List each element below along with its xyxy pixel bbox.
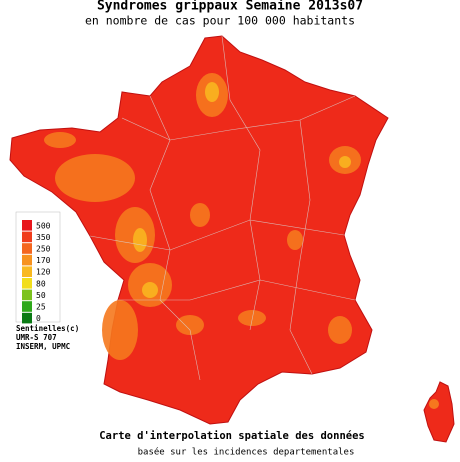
legend-label: 170 bbox=[36, 256, 51, 265]
caption-line: Carte d'interpolation spatiale des donné… bbox=[99, 430, 365, 442]
legend-label: 0 bbox=[36, 314, 41, 323]
legend-label: 50 bbox=[36, 291, 46, 300]
caption-line: basée sur les incidences departementales bbox=[138, 447, 355, 458]
legend-swatch bbox=[22, 289, 32, 301]
legend-swatch bbox=[22, 312, 32, 324]
incidence-zones bbox=[44, 73, 361, 360]
map-title: Syndromes grippaux Semaine 2013s07 bbox=[97, 0, 363, 14]
legend-swatch bbox=[22, 231, 32, 243]
legend-swatch bbox=[22, 243, 32, 254]
department-borders bbox=[89, 35, 356, 381]
legend-swatch bbox=[22, 266, 32, 277]
incidence-zones-light bbox=[133, 82, 351, 298]
corsica bbox=[423, 381, 455, 443]
legend-label: 500 bbox=[36, 221, 51, 230]
legend-swatch bbox=[22, 220, 32, 231]
credit-line: UMR-S 707 bbox=[16, 333, 57, 342]
legend-label: 120 bbox=[36, 268, 51, 277]
map-subtitle: en nombre de cas pour 100 000 habitants bbox=[85, 14, 355, 28]
legend-swatch bbox=[22, 278, 32, 289]
credit-line: INSERM, UPMC bbox=[16, 342, 70, 351]
credit-line: Sentinelles(c) bbox=[16, 324, 79, 333]
legend-label: 250 bbox=[36, 245, 51, 254]
legend-label: 80 bbox=[36, 279, 46, 288]
france-map bbox=[9, 35, 455, 443]
mainland bbox=[9, 35, 389, 425]
legend-swatch bbox=[22, 254, 32, 266]
legend-swatch bbox=[22, 301, 32, 312]
corsica-zone bbox=[429, 399, 439, 409]
legend-label: 25 bbox=[36, 303, 46, 312]
legend-label: 350 bbox=[36, 233, 51, 242]
